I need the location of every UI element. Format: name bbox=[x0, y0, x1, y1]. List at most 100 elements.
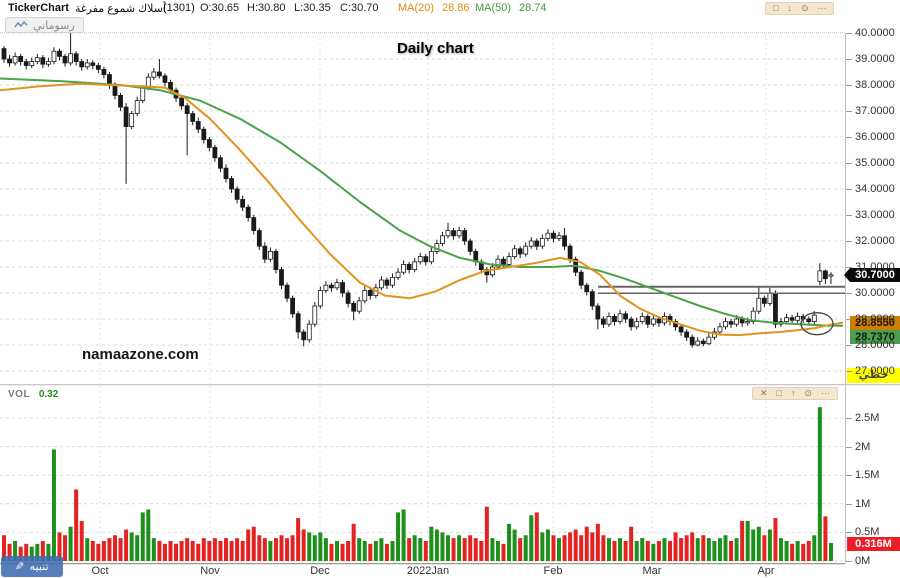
candle-body bbox=[501, 258, 506, 265]
volume-bar bbox=[806, 540, 811, 561]
candle-body bbox=[79, 61, 85, 68]
volume-axis-label: 1M bbox=[846, 498, 900, 510]
scale-style-tag[interactable]: خطي bbox=[847, 368, 900, 383]
volume-bar bbox=[773, 518, 778, 561]
volume-bar bbox=[507, 523, 512, 561]
volume-bar bbox=[645, 540, 650, 561]
volume-bar bbox=[501, 543, 506, 561]
download-icon[interactable]: ↓ bbox=[787, 3, 792, 13]
close-icon[interactable]: ✕ bbox=[760, 388, 768, 398]
window-icon[interactable]: □ bbox=[776, 388, 782, 398]
candle-body bbox=[534, 240, 540, 247]
volume-bar bbox=[146, 509, 151, 561]
volume-axis-label: 2M bbox=[846, 441, 900, 453]
settings-icon[interactable]: ⊙ bbox=[804, 388, 813, 398]
volume-axis-label: 0M bbox=[846, 555, 900, 567]
candle-body bbox=[23, 61, 29, 66]
volume-bar bbox=[262, 538, 267, 561]
volume-bar bbox=[429, 526, 434, 561]
candle-body bbox=[378, 279, 384, 289]
candle-body bbox=[445, 230, 451, 237]
candle-body bbox=[362, 289, 368, 302]
candle-body bbox=[678, 326, 684, 333]
volume-bar bbox=[118, 538, 123, 561]
volume-bar bbox=[90, 540, 95, 561]
candle-body bbox=[567, 245, 573, 260]
candle-body bbox=[112, 84, 118, 96]
candle-body bbox=[656, 318, 662, 324]
settings-icon[interactable]: ⊙ bbox=[800, 3, 809, 13]
volume-bar bbox=[723, 535, 728, 561]
candle-body bbox=[601, 318, 606, 325]
price-axis-label: 28.0000 bbox=[846, 339, 900, 351]
volume-bar bbox=[51, 449, 56, 561]
volume-bar bbox=[662, 538, 667, 561]
price-axis-label: 34.0000 bbox=[846, 183, 900, 195]
more-icon[interactable]: ··· bbox=[817, 3, 827, 13]
volume-bar bbox=[246, 529, 251, 561]
volume-bar bbox=[368, 543, 373, 561]
tab-my-charts[interactable]: رسوماتي bbox=[5, 17, 84, 33]
volume-bar bbox=[101, 540, 106, 561]
volume-bar bbox=[701, 535, 706, 561]
candle-body bbox=[462, 230, 468, 242]
volume-bar bbox=[235, 538, 240, 561]
price-axis-line bbox=[845, 33, 846, 563]
candle-body bbox=[195, 121, 201, 130]
crossover-ellipse-annotation bbox=[800, 312, 834, 336]
candle-body bbox=[395, 271, 401, 278]
volume-bar bbox=[706, 538, 711, 561]
month-label: Feb bbox=[543, 565, 563, 577]
volume-bar bbox=[57, 532, 62, 561]
volume-bar bbox=[407, 538, 412, 561]
candle-body bbox=[767, 292, 773, 304]
app-title: TickerChart bbox=[8, 2, 69, 14]
volume-bar bbox=[390, 540, 395, 561]
volume-bar bbox=[418, 538, 423, 561]
volume-bar bbox=[346, 540, 351, 561]
candle-body bbox=[367, 289, 373, 296]
more-icon[interactable]: ··· bbox=[821, 388, 831, 398]
volume-bar bbox=[362, 540, 367, 561]
volume-bar bbox=[518, 538, 523, 561]
candle-body bbox=[57, 50, 62, 57]
candle-body bbox=[273, 250, 279, 270]
candle-body bbox=[256, 230, 262, 247]
volume-bar bbox=[684, 535, 689, 561]
arrow-up-icon[interactable]: ↑ bbox=[790, 388, 796, 398]
candle-body bbox=[140, 87, 146, 101]
last-price-tag: 30.7000 bbox=[844, 268, 900, 282]
volume-bar bbox=[729, 540, 734, 561]
candle-body bbox=[317, 289, 323, 307]
candle-body bbox=[406, 263, 412, 270]
candle-body bbox=[551, 232, 556, 239]
instrument-symbol: (1301) bbox=[163, 2, 195, 14]
volume-label: VOL bbox=[8, 389, 31, 400]
volume-bar bbox=[207, 540, 212, 561]
volume-bar bbox=[512, 529, 517, 561]
candle-body bbox=[795, 315, 801, 321]
candle-body bbox=[545, 232, 551, 239]
volume-bar bbox=[473, 538, 478, 561]
candle-body bbox=[728, 321, 734, 325]
price-axis-label: 39.0000 bbox=[846, 53, 900, 65]
volume-bar bbox=[290, 535, 295, 561]
volume-bar bbox=[434, 529, 439, 561]
volume-chart-canvas bbox=[0, 386, 845, 563]
volume-bar bbox=[495, 540, 500, 561]
window-icon[interactable]: □ bbox=[773, 3, 779, 13]
volume-bar bbox=[162, 543, 167, 561]
candle-body bbox=[95, 65, 101, 70]
close-value: C:30.70 bbox=[340, 2, 379, 14]
volume-bar bbox=[174, 543, 179, 561]
candle-body bbox=[689, 336, 695, 346]
alert-button[interactable]: ✎ تنبيه bbox=[1, 556, 63, 577]
line-chart-icon bbox=[14, 20, 28, 28]
volume-bar bbox=[745, 520, 750, 561]
volume-bar bbox=[779, 538, 783, 561]
candle-body bbox=[306, 323, 312, 341]
candle-body bbox=[290, 297, 296, 315]
candle-body bbox=[51, 50, 57, 63]
candle-body bbox=[456, 230, 462, 237]
volume-bar bbox=[462, 538, 467, 561]
